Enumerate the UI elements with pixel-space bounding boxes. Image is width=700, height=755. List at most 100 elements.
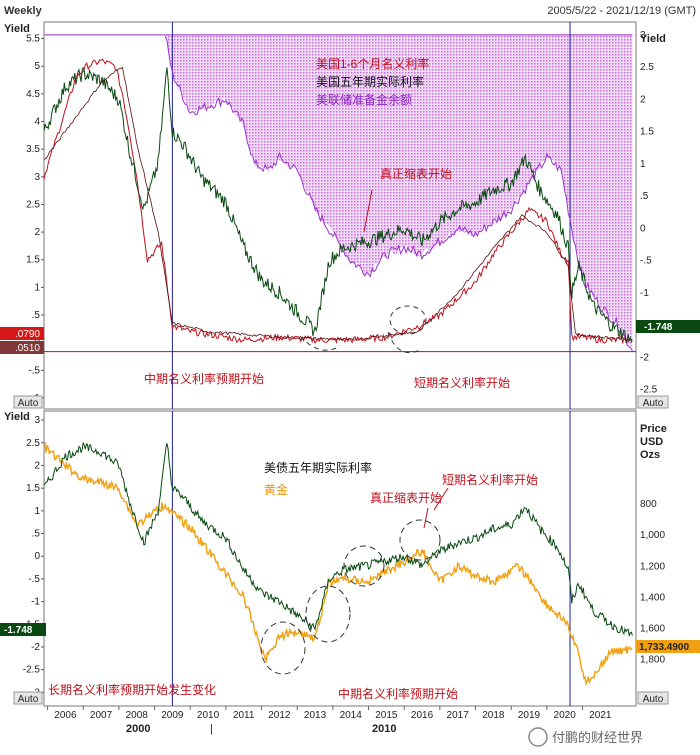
value-real-bottom: -1.748 [4, 625, 33, 636]
value-box-nominal [0, 327, 44, 340]
annotation-arrow [363, 189, 373, 233]
value-box-real [636, 320, 700, 333]
value-gold: 1,733.4900 [639, 642, 689, 653]
annotation-mid-term-bottom: 中期名义利率预期开始 [338, 686, 458, 701]
x-tick-label: 2006 [54, 710, 77, 721]
y-tick-label: 2.5 [26, 199, 40, 210]
y-tick-label: -.5 [640, 256, 652, 267]
y-tick-label: .5 [32, 529, 41, 540]
x-tick-label: 2013 [304, 710, 327, 721]
x-tick-label: 2020 [554, 710, 577, 721]
legend-nominal: 美国1-6个月名义利率 [316, 56, 429, 71]
y-tick-label: 1,600 [640, 623, 665, 634]
y-tick-label: -2.5 [23, 665, 41, 676]
y-tick-label: 1.5 [26, 255, 40, 266]
x-tick-label: 2016 [411, 710, 434, 721]
y-tick-label: -1 [640, 288, 649, 299]
dashed-circle [399, 519, 441, 561]
top-right-axis-title: Yield [640, 33, 666, 45]
auto-label: Auto [18, 398, 39, 409]
y-tick-label: 1,000 [640, 530, 665, 541]
y-tick-label: 1.5 [640, 127, 654, 138]
x-tick-label: 2018 [482, 710, 505, 721]
y-tick-label: .5 [640, 191, 649, 202]
auto-label: Auto [643, 398, 664, 409]
legend-real: 美国五年期实际利率 [316, 74, 424, 89]
y-tick-label: 2.5 [26, 438, 40, 449]
decade-separator: | [210, 723, 213, 735]
y-tick-label: 5.5 [26, 34, 40, 45]
y-tick-label: 2 [640, 94, 646, 105]
auto-button-top-right[interactable]: Auto [637, 395, 669, 409]
bottom-grid [171, 411, 571, 706]
y-tick-label: -.5 [28, 574, 40, 585]
x-tick-label: 2019 [518, 710, 541, 721]
value-real: -1.748 [644, 322, 673, 333]
annotation-real-qt: 真正缩表开始 [380, 166, 452, 181]
y-tick-label: 1 [34, 506, 40, 517]
y-tick-label: 1,400 [640, 592, 665, 603]
annotation-arrow [423, 507, 429, 529]
y-tick-label: 1,800 [640, 654, 665, 665]
decade-2000: 2000 [126, 723, 150, 735]
legend-fed: 美联储准备金余额 [316, 92, 412, 107]
y-tick-label: -.5 [28, 365, 40, 376]
x-tick-label: 2010 [197, 710, 220, 721]
bottom-right-axis-title: Price USD Ozs [640, 423, 667, 461]
fed-balance-fill [44, 34, 633, 351]
axis-ticks: 5.554.543.532.521.51.50-.5-132.521.51.50… [23, 30, 666, 698]
wechat-icon [528, 727, 548, 747]
x-tick-label: 2009 [161, 710, 184, 721]
series-nominal-secondary [43, 66, 633, 341]
x-tick-label: 2011 [233, 710, 255, 721]
auto-button-bottom-right[interactable]: Auto [637, 691, 669, 705]
annotation-mid-term: 中期名义利率预期开始 [144, 371, 264, 386]
y-tick-label: 3 [34, 415, 40, 426]
y-tick-label: 0 [640, 223, 646, 234]
y-tick-label: 1.5 [26, 483, 40, 494]
value-box-nominal-2 [0, 341, 44, 354]
y-tick-label: -1 [31, 597, 40, 608]
y-tick-label: 4 [34, 117, 40, 128]
series-fed-reserves [164, 36, 633, 352]
top-left-axis-title: Yield [4, 23, 30, 35]
series-gold [43, 441, 633, 687]
y-tick-label: 2.5 [640, 62, 654, 73]
y-tick-label: 1,200 [640, 561, 665, 572]
y-tick-label: 2 [34, 460, 40, 471]
annotation-long-term: 长期名义利率预期开始发生变化 [48, 682, 216, 697]
annotation-arrow [433, 487, 449, 511]
dashed-circle [305, 585, 351, 643]
bottom-left-axis-title: Yield [4, 411, 30, 423]
decade-2010: 2010 [372, 723, 396, 735]
x-tick-label: 2008 [126, 710, 149, 721]
auto-label: Auto [643, 694, 664, 705]
series-real-rate-bottom [43, 441, 633, 637]
date-range: 2005/5/22 - 2021/12/19 (GMT) [547, 5, 696, 17]
y-tick-label: 5 [34, 61, 40, 72]
y-tick-label: 1 [34, 282, 40, 293]
x-tick-label: 2007 [90, 710, 113, 721]
value-nominal-2: .0510 [15, 343, 40, 354]
watermark-text: 付鹏的财经世界 [552, 730, 643, 745]
annotation-short-term-bottom: 短期名义利率开始 [442, 472, 538, 487]
fed-balance-area [44, 34, 633, 351]
x-tick-label: 2015 [375, 710, 398, 721]
x-tick-label: 2014 [340, 710, 363, 721]
frequency-label: Weekly [4, 5, 43, 17]
bottom-series [43, 441, 633, 687]
x-tick-label: 2012 [268, 710, 291, 721]
auto-button-top-left[interactable]: Auto [13, 395, 43, 409]
y-tick-label: 3 [640, 30, 646, 41]
x-tick-label: 2021 [589, 710, 612, 721]
watermark: 付鹏的财经世界 [528, 727, 643, 747]
legend-real-bottom: 美债五年期实际利率 [264, 460, 372, 475]
top-grid [44, 22, 636, 409]
y-tick-label: -2 [31, 642, 40, 653]
x-axis: 2006 2007 2008 2009 2010 2011 2012 2013 2014 2015… [47, 706, 612, 721]
dashed-circle [389, 305, 427, 335]
auto-button-bottom-left[interactable]: Auto [13, 691, 43, 705]
y-tick-label: 0 [34, 551, 40, 562]
bottom-panel-frame [43, 410, 637, 707]
